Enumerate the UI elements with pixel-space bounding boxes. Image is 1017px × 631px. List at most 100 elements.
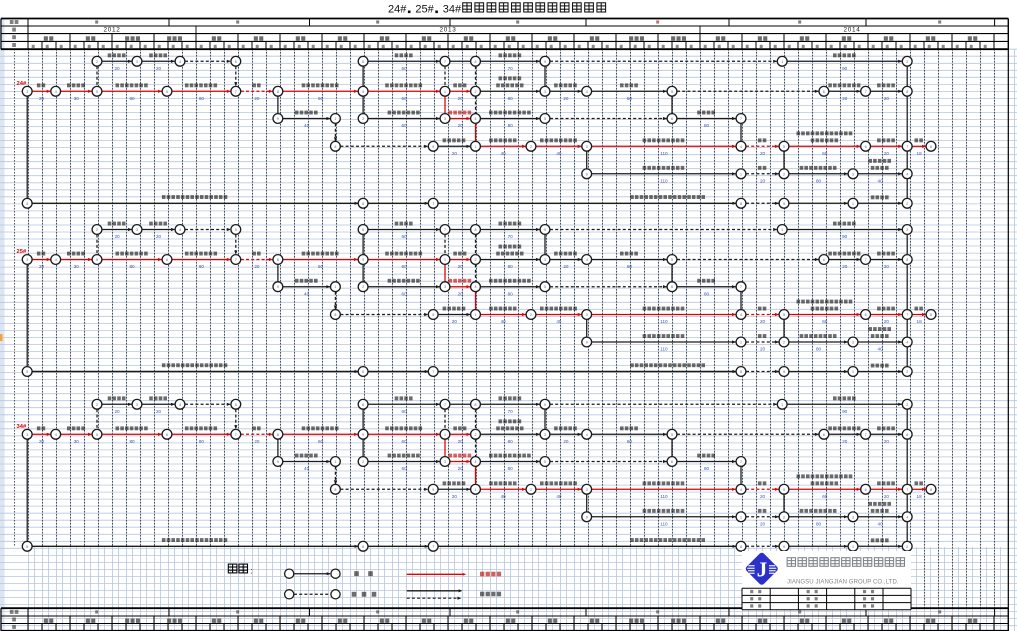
svg-text:60: 60	[822, 319, 828, 324]
svg-text:80: 80	[816, 522, 822, 527]
svg-text:1: 1	[781, 228, 783, 232]
svg-text:80: 80	[508, 123, 514, 128]
svg-text:34#: 34#	[17, 424, 27, 430]
svg-text:80: 80	[704, 466, 710, 471]
svg-text:4: 4	[55, 90, 57, 94]
svg-text:9: 9	[783, 545, 785, 549]
svg-text:2: 2	[475, 90, 477, 94]
svg-text:80: 80	[508, 439, 514, 444]
svg-text:3: 3	[544, 90, 546, 94]
svg-text:6: 6	[823, 90, 825, 94]
svg-text:4: 4	[740, 488, 742, 492]
svg-text:60: 60	[627, 264, 633, 269]
svg-text:18: 18	[917, 151, 923, 156]
svg-text:110: 110	[660, 151, 668, 156]
svg-text:8: 8	[475, 60, 477, 64]
svg-text:60: 60	[402, 291, 408, 296]
svg-text:3: 3	[444, 117, 446, 121]
svg-text:6: 6	[362, 202, 364, 206]
svg-text:7: 7	[444, 228, 446, 232]
svg-text:60: 60	[402, 234, 408, 239]
svg-text:8: 8	[930, 488, 932, 492]
svg-text:20: 20	[842, 439, 848, 444]
svg-text:20: 20	[156, 66, 162, 71]
svg-text:20: 20	[563, 96, 569, 101]
svg-text:60: 60	[402, 409, 408, 414]
svg-text:5: 5	[544, 117, 546, 121]
svg-text:4: 4	[475, 460, 477, 464]
svg-text:7: 7	[432, 370, 434, 374]
svg-text:7: 7	[740, 460, 742, 464]
svg-text:3: 3	[136, 403, 138, 407]
svg-text:40: 40	[878, 522, 884, 527]
svg-text:20: 20	[114, 234, 120, 239]
svg-text:4: 4	[179, 403, 181, 407]
svg-text:5: 5	[26, 202, 28, 206]
svg-text:3: 3	[26, 433, 28, 437]
svg-text:20: 20	[39, 96, 45, 101]
svg-text:6: 6	[362, 403, 364, 407]
svg-text:20: 20	[884, 494, 890, 499]
svg-text:4: 4	[586, 90, 588, 94]
svg-text:5: 5	[96, 433, 98, 437]
svg-text:80: 80	[129, 96, 135, 101]
svg-text:4: 4	[586, 433, 588, 437]
svg-text:25#: 25#	[415, 4, 434, 16]
svg-text:80: 80	[816, 347, 822, 352]
svg-text:5: 5	[783, 488, 785, 492]
svg-text:60: 60	[402, 264, 408, 269]
svg-text:1: 1	[334, 460, 336, 464]
svg-text:30: 30	[74, 439, 80, 444]
svg-text:J: J	[757, 558, 768, 582]
svg-text:7: 7	[865, 258, 867, 262]
svg-text:5: 5	[96, 258, 98, 262]
svg-text:6: 6	[166, 90, 168, 94]
svg-text:9: 9	[277, 460, 279, 464]
svg-text:60: 60	[318, 264, 324, 269]
svg-text:8: 8	[740, 545, 742, 549]
svg-text:2: 2	[906, 545, 908, 549]
svg-text:3: 3	[26, 90, 28, 94]
svg-text:20: 20	[842, 264, 848, 269]
svg-text:7: 7	[444, 60, 446, 64]
svg-text:4: 4	[475, 117, 477, 121]
svg-text:20: 20	[39, 439, 45, 444]
svg-text:7: 7	[740, 117, 742, 121]
svg-text:5: 5	[671, 433, 673, 437]
svg-text:7: 7	[444, 403, 446, 407]
svg-text:20: 20	[114, 409, 120, 414]
svg-text:9: 9	[586, 341, 588, 345]
svg-text:60: 60	[402, 96, 408, 101]
svg-text:20: 20	[458, 123, 464, 128]
svg-text:5: 5	[544, 285, 546, 289]
svg-text:80: 80	[508, 96, 514, 101]
svg-text:18: 18	[917, 319, 923, 324]
svg-text:8: 8	[475, 403, 477, 407]
svg-text:9: 9	[362, 433, 364, 437]
svg-text:80: 80	[129, 264, 135, 269]
svg-text:60: 60	[822, 494, 828, 499]
svg-text:2: 2	[906, 228, 908, 232]
svg-text:6: 6	[362, 60, 364, 64]
svg-text:8: 8	[277, 90, 279, 94]
svg-text:20: 20	[114, 66, 120, 71]
svg-text:40: 40	[878, 347, 884, 352]
svg-text:20: 20	[254, 264, 260, 269]
svg-text:30: 30	[74, 96, 80, 101]
svg-text:8: 8	[906, 258, 908, 262]
svg-text:5: 5	[671, 90, 673, 94]
svg-text:1: 1	[475, 313, 477, 317]
svg-text:6: 6	[362, 228, 364, 232]
svg-text:4: 4	[906, 172, 908, 176]
svg-text:1: 1	[740, 515, 742, 519]
svg-text:2014: 2014	[843, 26, 860, 33]
svg-text:2: 2	[783, 515, 785, 519]
svg-text:7: 7	[865, 433, 867, 437]
svg-text:1: 1	[852, 545, 854, 549]
svg-text:2: 2	[783, 172, 785, 176]
svg-text:8: 8	[334, 145, 336, 149]
svg-text:80: 80	[704, 123, 710, 128]
svg-text:80: 80	[199, 96, 205, 101]
svg-text:1: 1	[334, 117, 336, 121]
svg-text:2: 2	[96, 60, 98, 64]
